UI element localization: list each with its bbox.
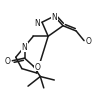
Text: O: O xyxy=(86,37,92,46)
Text: O: O xyxy=(35,62,41,71)
Text: N: N xyxy=(51,13,57,21)
Text: O: O xyxy=(5,57,10,66)
Text: N: N xyxy=(22,43,27,52)
Text: N: N xyxy=(34,19,40,27)
